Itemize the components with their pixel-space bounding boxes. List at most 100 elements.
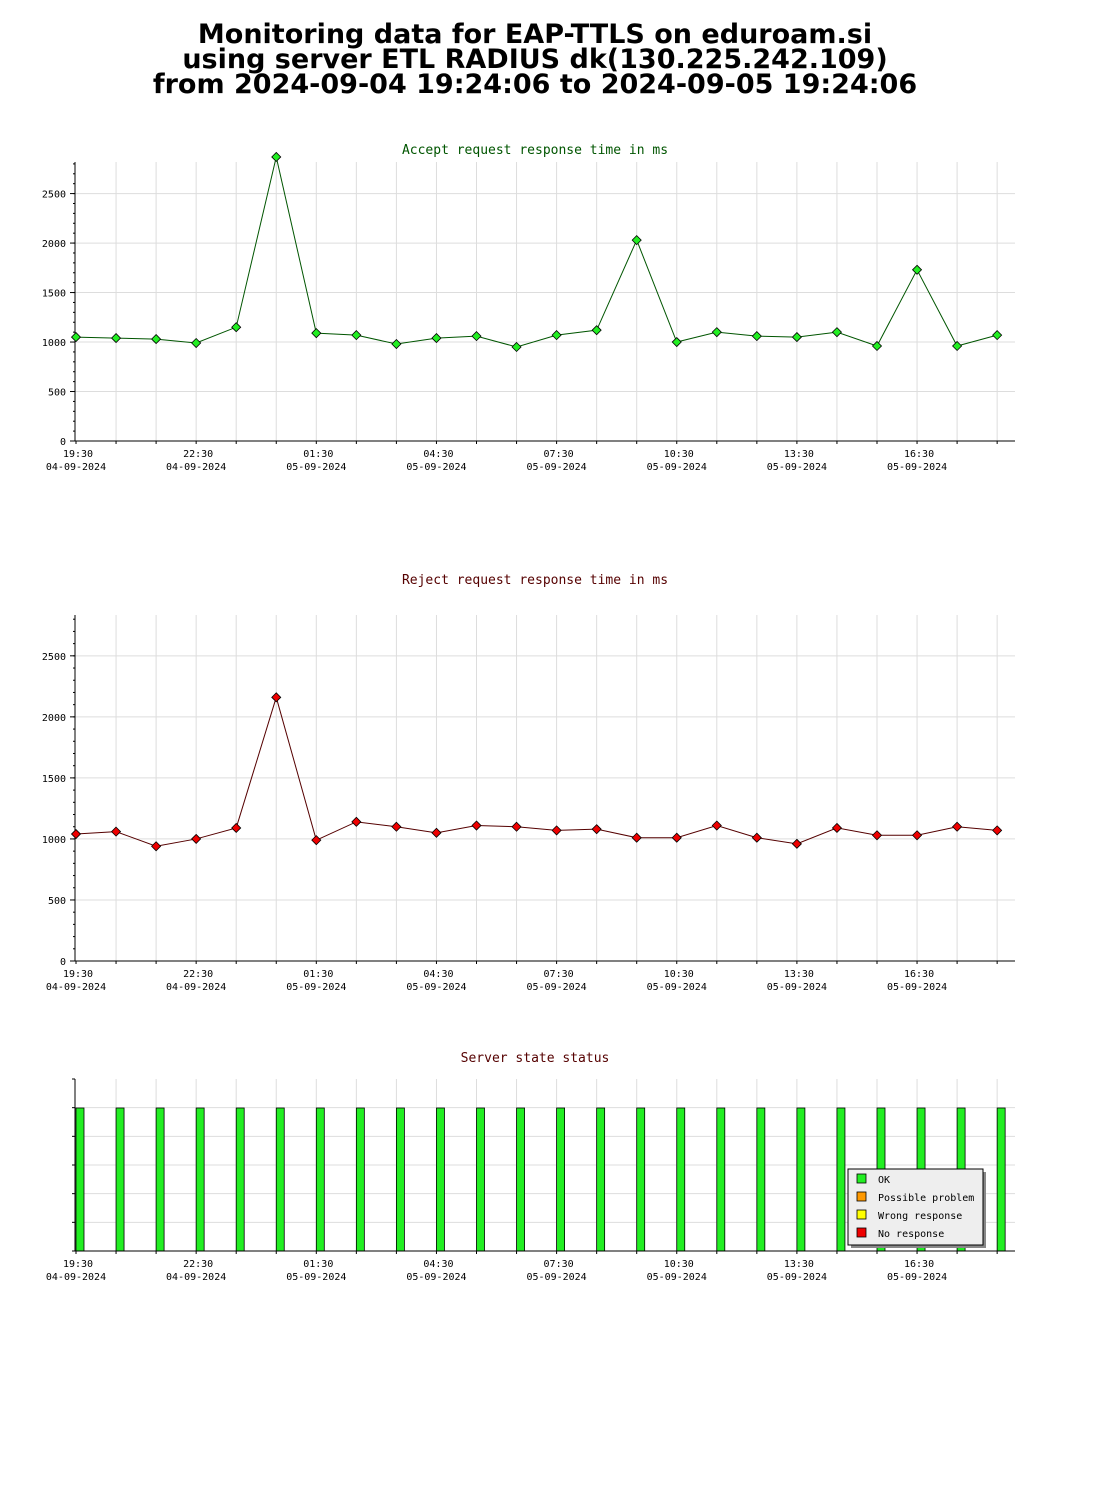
x-tick-label-date: 04-09-2024 [166, 982, 226, 993]
status-bar [395, 1107, 405, 1252]
page-title: Monitoring data for EAP-TTLS on eduroam.… [0, 19, 1070, 98]
chart-title: Server state status [461, 1051, 610, 1066]
status-bar [516, 1107, 525, 1252]
title-line-1: Monitoring data for EAP-TTLS on eduroam.… [197, 19, 873, 50]
data-point [911, 264, 923, 275]
data-point [110, 826, 122, 837]
status-bar [235, 1107, 245, 1252]
data-point [751, 331, 762, 342]
x-tick-label-date: 05-09-2024 [286, 982, 346, 993]
status-bar [676, 1107, 686, 1252]
status-bar [155, 1107, 165, 1252]
x-tick-label-time: 16:30 [904, 969, 934, 980]
chart-1: Accept request response time in ms19:300… [42, 143, 1015, 473]
data-point [231, 322, 242, 333]
x-tick-label-date: 05-09-2024 [647, 982, 707, 993]
y-tick-label: 2000 [42, 239, 66, 250]
legend-swatch [856, 1227, 867, 1238]
x-tick-label-time: 16:30 [904, 1259, 934, 1270]
x-tick-label-date: 05-09-2024 [887, 982, 947, 993]
status-bar [476, 1107, 485, 1252]
x-tick-label-date: 05-09-2024 [647, 462, 707, 473]
chart-title: Accept request response time in ms [402, 143, 668, 158]
status-bar [596, 1107, 606, 1252]
data-point [151, 333, 162, 345]
x-tick-label-time: 19:30 [63, 969, 93, 980]
status-bar [355, 1107, 365, 1252]
data-point [271, 692, 282, 703]
y-tick-label: 500 [48, 388, 66, 399]
x-tick-label-time: 10:30 [664, 969, 694, 980]
status-bar [636, 1107, 646, 1252]
data-point [191, 337, 202, 349]
data-point [551, 825, 562, 836]
data-point [511, 341, 522, 353]
data-point [471, 331, 482, 342]
legend: OK Possible problem Wrong response No respo… [847, 1168, 984, 1246]
data-point [791, 838, 802, 849]
data-point [591, 325, 602, 336]
status-bar [195, 1107, 205, 1252]
x-tick-label-date: 05-09-2024 [286, 462, 346, 473]
status-bar [315, 1107, 325, 1252]
x-tick-label-date: 05-09-2024 [767, 982, 827, 993]
data-point [711, 327, 722, 338]
legend-swatch [856, 1173, 867, 1184]
legend-swatch [856, 1209, 867, 1220]
data-point [671, 336, 682, 348]
x-tick-label-time: 10:30 [664, 1259, 694, 1270]
x-tick-label-time: 07:30 [544, 1259, 574, 1270]
x-tick-label-date: 05-09-2024 [406, 982, 466, 993]
x-tick-label-time: 04:30 [423, 1259, 453, 1270]
status-bar [115, 1107, 125, 1252]
data-point [831, 327, 843, 338]
legend-box [847, 1168, 984, 1246]
x-tick-label-time: 04:30 [423, 969, 453, 980]
series-line [75, 695, 998, 847]
x-tick-label-date: 05-09-2024 [647, 1272, 707, 1283]
status-bar [836, 1107, 846, 1252]
status-bar [796, 1107, 806, 1252]
data-point [992, 825, 1003, 836]
x-tick-label-date: 05-09-2024 [887, 462, 947, 473]
x-tick-label-date: 05-09-2024 [526, 982, 586, 993]
x-tick-label-time: 22:30 [183, 1259, 213, 1270]
x-tick-label-time: 01:30 [303, 969, 333, 980]
x-tick-label-date: 05-09-2024 [526, 1272, 586, 1283]
data-point [992, 330, 1003, 341]
x-tick-label-date: 05-09-2024 [767, 1272, 827, 1283]
x-tick-label-time: 22:30 [183, 969, 213, 980]
y-tick-label: 0 [60, 957, 66, 968]
status-bar [556, 1107, 565, 1252]
x-tick-label-time: 10:30 [664, 449, 694, 460]
x-tick-label-time: 13:30 [784, 1259, 814, 1270]
data-point [952, 340, 963, 352]
x-tick-label-date: 05-09-2024 [767, 462, 827, 473]
y-tick-label: 1500 [42, 774, 66, 785]
x-tick-label-time: 19:30 [63, 449, 93, 460]
status-bar [275, 1107, 285, 1252]
data-point [70, 828, 82, 840]
data-point [431, 333, 442, 344]
data-point [631, 235, 642, 246]
legend-label: Wrong response [878, 1211, 962, 1222]
data-point [110, 333, 122, 344]
data-point [151, 841, 162, 852]
y-tick-label: 500 [48, 896, 66, 907]
data-point [791, 332, 802, 343]
legend-label: No response [878, 1229, 944, 1240]
data-point [231, 822, 242, 834]
x-tick-label-date: 04-09-2024 [46, 462, 106, 473]
status-bar [75, 1107, 85, 1252]
y-tick-label: 0 [60, 437, 66, 448]
data-point [391, 821, 402, 832]
chart-3: Server state status 19:30 04-09-2024 22:30 0… [46, 1051, 1015, 1283]
data-point [351, 816, 362, 827]
x-tick-label-date: 05-09-2024 [887, 1272, 947, 1283]
status-bar [436, 1107, 445, 1252]
data-point [471, 820, 482, 831]
data-point [311, 328, 322, 339]
data-point [831, 822, 843, 834]
x-tick-label-date: 04-09-2024 [46, 1272, 106, 1283]
